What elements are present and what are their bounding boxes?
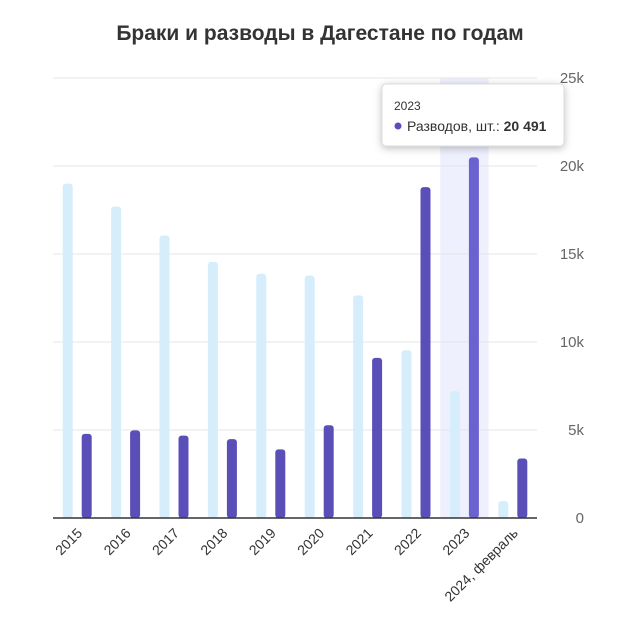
x-tick-label: 2018: [197, 525, 230, 558]
x-tick-label: 2016: [100, 525, 133, 558]
bar-divorces[interactable]: [323, 425, 334, 518]
chart-title: Браки и разводы в Дагестане по годам: [116, 22, 523, 45]
bar-divorces[interactable]: [420, 187, 431, 518]
bar-divorces[interactable]: [275, 449, 286, 518]
bar-divorces[interactable]: [372, 357, 383, 518]
tooltip: 2023 Разводов, шт.: 20 491: [381, 83, 565, 147]
highlight-band: [440, 78, 489, 518]
y-tick-label: 10k: [560, 334, 585, 351]
bar-divorces[interactable]: [130, 430, 141, 518]
bar-light[interactable]: [207, 261, 218, 518]
bar-divorces[interactable]: [517, 458, 528, 518]
plot-background: [440, 78, 489, 518]
bar-light[interactable]: [353, 295, 364, 518]
bar-light[interactable]: [62, 183, 73, 518]
y-tick-label: 0: [576, 510, 584, 527]
tooltip-box: [381, 83, 565, 147]
x-tick-label: 2017: [149, 525, 182, 558]
tooltip-value: 20 491: [504, 118, 547, 134]
tooltip-row: Разводов, шт.: 20 491: [407, 118, 547, 134]
y-tick-label: 15k: [560, 246, 585, 263]
bar-light[interactable]: [111, 206, 122, 519]
bar-divorces[interactable]: [178, 435, 189, 518]
y-tick-label: 20k: [560, 158, 585, 175]
y-tick-label: 25k: [560, 70, 585, 87]
x-tick-label: 2020: [294, 525, 327, 558]
x-tick-label: 2015: [52, 525, 85, 558]
bar-light[interactable]: [498, 501, 509, 518]
y-tick-label: 5k: [568, 422, 584, 439]
x-tick-label: 2023: [439, 525, 472, 558]
bars: [62, 157, 528, 519]
tooltip-series-label: Разводов, шт.: [407, 118, 496, 134]
tooltip-colon: :: [496, 118, 504, 134]
bar-divorces[interactable]: [226, 439, 237, 518]
bar-light[interactable]: [256, 273, 267, 518]
bar-light[interactable]: [304, 275, 315, 518]
bar-light[interactable]: [159, 235, 170, 518]
y-axis-ticks: 0 5k 10k 15k 20k 25k: [560, 70, 585, 527]
x-tick-label: 2022: [391, 525, 424, 558]
bar-light[interactable]: [401, 350, 412, 518]
bar-light[interactable]: [449, 391, 460, 518]
bar-divorces[interactable]: [468, 157, 479, 518]
tooltip-series-marker: [394, 122, 402, 130]
x-axis-ticks: 2015 2016 2017 2018 2019 2020 2021 2022 20232024…: [52, 525, 521, 605]
bar-divorces[interactable]: [81, 433, 92, 518]
x-tick-label: 2021: [342, 525, 375, 558]
tooltip-header: 2023: [394, 99, 421, 113]
x-tick-label: 2019: [246, 525, 279, 558]
